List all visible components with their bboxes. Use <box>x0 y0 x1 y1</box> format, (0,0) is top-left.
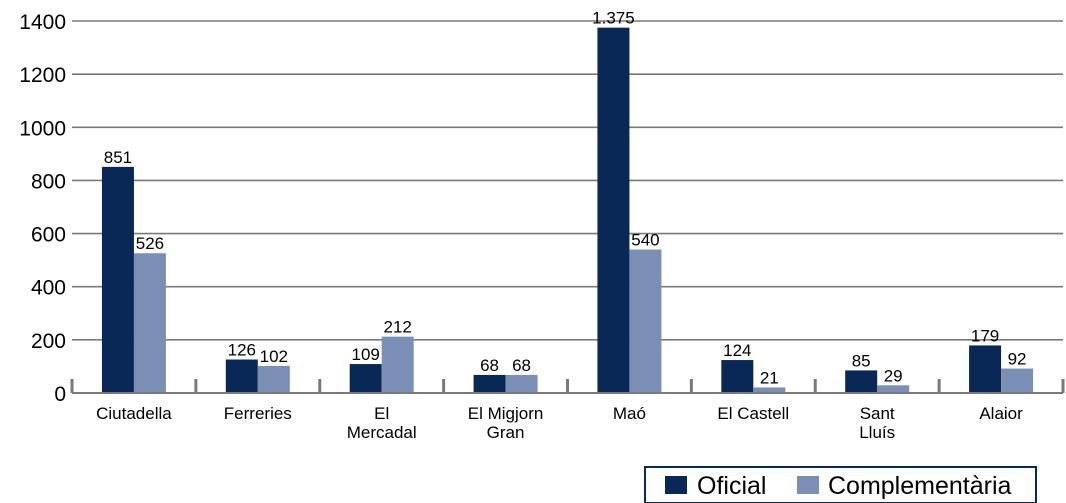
data-label: 85 <box>852 351 871 370</box>
y-tick-label: 600 <box>31 224 66 247</box>
data-label: 124 <box>723 341 751 360</box>
y-tick-label: 1200 <box>19 64 66 87</box>
legend-swatch-oficial <box>665 476 687 494</box>
y-tick-label: 400 <box>31 277 66 300</box>
category-label: El Castell <box>717 404 789 423</box>
data-label: 68 <box>480 356 499 375</box>
data-label: 851 <box>104 148 132 167</box>
data-label: 68 <box>512 356 531 375</box>
bar-complementaria <box>257 365 290 393</box>
category-label: Alaior <box>979 404 1023 423</box>
category-label: Maó <box>613 404 646 423</box>
bar-complementaria <box>753 387 786 393</box>
data-label: 21 <box>760 368 779 387</box>
bar-oficial <box>473 374 506 393</box>
category-label: El Mercadal <box>347 404 417 442</box>
x-axis: Ciutadella Ferreries El Mercadal El Migjorn G… <box>70 379 1065 442</box>
data-label: 109 <box>352 345 380 364</box>
bar-oficial <box>225 359 258 393</box>
gridlines <box>72 20 1063 341</box>
bar-complementaria <box>1001 368 1034 393</box>
legend-label-oficial: Oficial <box>697 472 766 500</box>
y-axis-ticks: 0 200 400 600 800 1000 1200 1400 <box>19 11 66 406</box>
bar-complementaria <box>629 249 662 393</box>
bar-oficial <box>845 370 878 393</box>
bar-complementaria <box>133 253 166 393</box>
data-label: 212 <box>384 318 412 337</box>
bar-complementaria <box>505 374 538 393</box>
category-label: Sant Lluís <box>859 404 895 442</box>
category-label: Ciutadella <box>96 404 172 423</box>
legend-label-complementaria: Complementària <box>828 472 1012 500</box>
data-label: 92 <box>1008 350 1027 369</box>
category-label: Ferreries <box>224 404 292 423</box>
y-tick-label: 1400 <box>19 11 66 34</box>
legend: Oficial Complementària <box>644 466 1037 503</box>
bar-oficial <box>721 360 754 393</box>
bar-oficial <box>969 345 1002 393</box>
data-label: 126 <box>228 341 256 360</box>
data-label: 102 <box>260 347 288 366</box>
bars <box>101 27 1034 394</box>
data-label: 29 <box>884 366 903 385</box>
bar-complementaria <box>877 385 910 393</box>
bar-oficial <box>101 166 134 393</box>
y-tick-label: 0 <box>54 383 66 406</box>
data-label: 540 <box>631 231 659 250</box>
y-tick-label: 800 <box>31 170 66 193</box>
bar-oficial <box>349 364 382 393</box>
bar-oficial <box>597 27 630 394</box>
legend-box <box>644 466 1037 503</box>
category-label: El Migjorn Gran <box>468 404 544 442</box>
y-tick-label: 200 <box>31 330 66 353</box>
data-label: 1.375 <box>592 9 635 28</box>
legend-swatch-complementaria <box>797 476 819 494</box>
data-labels: 851 126 109 68 1.375 124 85 179 526 102 212 68 540 21… <box>104 9 1027 388</box>
y-tick-label: 1000 <box>19 117 66 140</box>
data-label: 179 <box>971 326 999 345</box>
bar-complementaria <box>381 336 414 393</box>
data-label: 526 <box>136 234 164 253</box>
